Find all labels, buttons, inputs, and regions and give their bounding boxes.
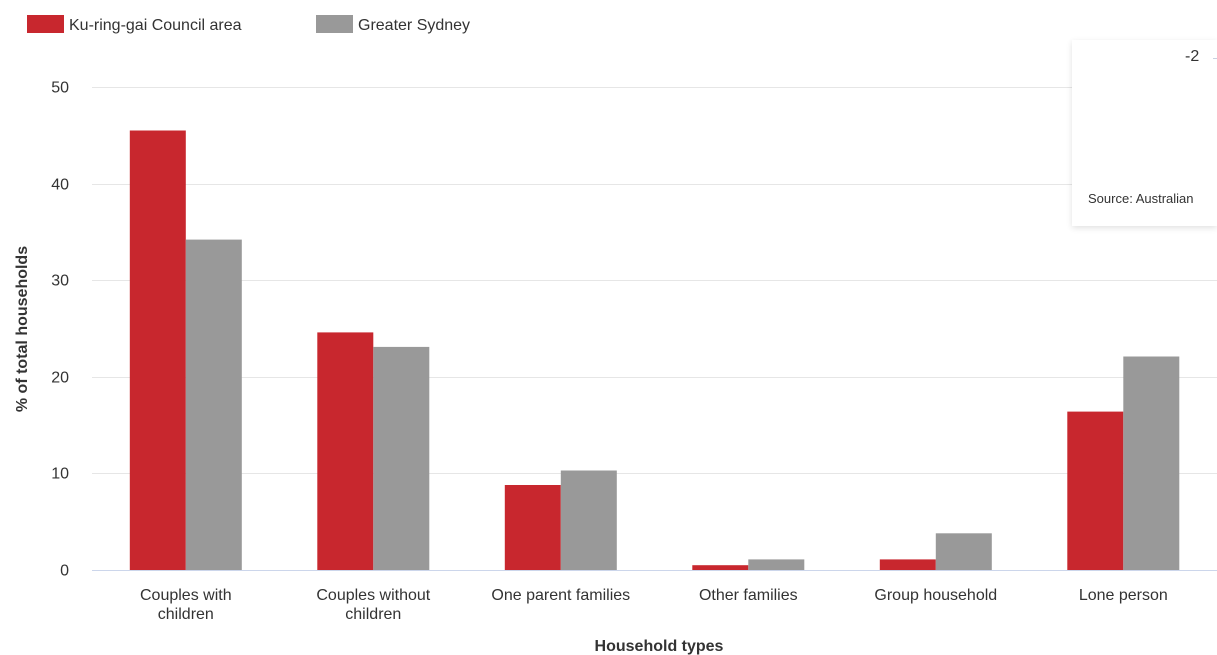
- x-category-label-line: Other families: [699, 587, 798, 604]
- bar-series1-0: [185, 239, 242, 570]
- x-axis-title: Household types: [595, 638, 724, 655]
- y-axis-ticks: 0 10 20 30 40 50: [51, 80, 69, 580]
- x-category-label-line: Couples without: [316, 587, 430, 604]
- x-category-label: Group household: [874, 587, 997, 604]
- y-tick-label: 50: [51, 80, 69, 97]
- x-category-label: Other families: [699, 587, 798, 604]
- y-tick-label: 30: [51, 273, 69, 290]
- y-tick-label: 0: [60, 563, 69, 580]
- bar-series1-5: [1123, 356, 1180, 570]
- y-tick-label: 10: [51, 466, 69, 483]
- y-tick-label: 40: [51, 177, 69, 194]
- bar-series1-1: [373, 346, 430, 570]
- x-category-label-line: children: [158, 606, 214, 623]
- tooltip: -2 Source: Australian: [1072, 40, 1217, 226]
- x-category-label: Couples with children: [140, 587, 232, 623]
- bar-series0-4: [879, 559, 936, 570]
- bar-series0-2: [504, 485, 561, 570]
- bar-series: [129, 130, 1180, 570]
- y-tick-label: 20: [51, 370, 69, 387]
- grid-lines: [92, 87, 1217, 474]
- tooltip-divider: [1213, 58, 1217, 59]
- legend-swatch-1: [316, 15, 353, 33]
- tooltip-source: Source: Australian: [1088, 191, 1194, 206]
- x-category-label-line: Couples with: [140, 587, 232, 604]
- chart-legend: Ku-ring-gai Council area Greater Sydney: [27, 15, 470, 34]
- x-category-label-line: children: [345, 606, 401, 623]
- y-axis-title: % of total households: [14, 246, 31, 412]
- tooltip-header: -2: [1185, 48, 1200, 65]
- legend-swatch-0: [27, 15, 64, 33]
- x-category-label: Couples without children: [316, 587, 430, 623]
- bar-series0-5: [1067, 411, 1124, 570]
- bar-series0-3: [692, 565, 749, 570]
- bar-series0-1: [317, 332, 374, 570]
- bar-series0-0: [129, 130, 186, 570]
- bar-series1-3: [748, 559, 805, 570]
- bar-series1-2: [560, 470, 617, 570]
- bar-series1-4: [935, 533, 992, 570]
- x-category-label: One parent families: [491, 587, 630, 604]
- x-category-label-line: One parent families: [491, 587, 630, 604]
- x-category-label-line: Lone person: [1079, 587, 1168, 604]
- x-axis-ticks: Couples with children Couples without child…: [140, 587, 1168, 623]
- x-category-label: Lone person: [1079, 587, 1168, 604]
- legend-label-1: Greater Sydney: [358, 17, 470, 34]
- legend-label-0: Ku-ring-gai Council area: [69, 17, 242, 34]
- x-category-label-line: Group household: [874, 587, 997, 604]
